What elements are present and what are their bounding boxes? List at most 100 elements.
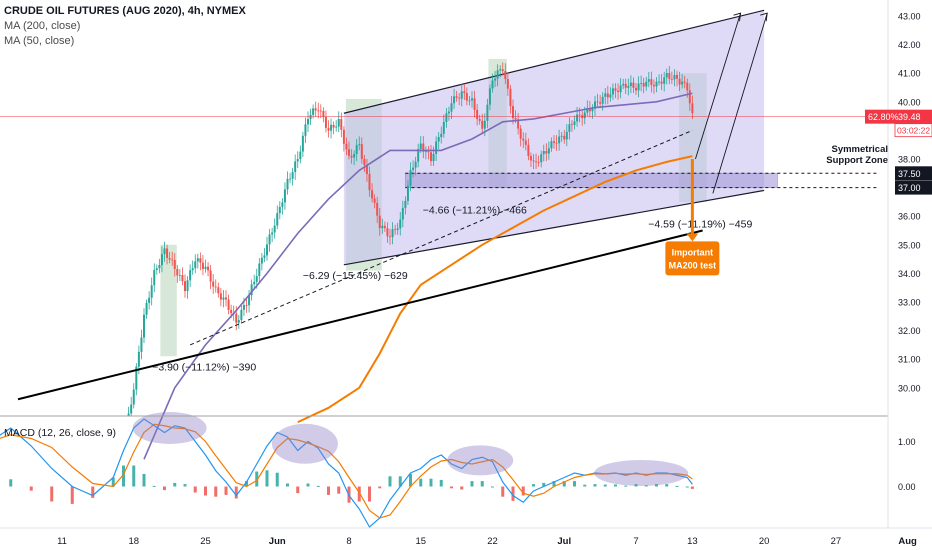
candle-body-232 xyxy=(586,108,589,113)
candle-body-195 xyxy=(491,80,494,89)
candle-body-151 xyxy=(378,215,381,229)
drawings: −3.90 (−11.12%) −390 −6.29 (−15.45%) −629… xyxy=(0,12,888,401)
candle-body-251 xyxy=(635,87,637,91)
candle-body-198 xyxy=(499,69,502,71)
candle-body-95 xyxy=(235,313,238,323)
candle-body-175 xyxy=(440,133,443,138)
candle-body-244 xyxy=(617,90,620,93)
candle-body-180 xyxy=(453,96,456,104)
ma50-line xyxy=(143,92,693,460)
macd-histogram-bar-60 xyxy=(665,484,669,487)
candle-body-221 xyxy=(558,136,561,144)
candle-body-263 xyxy=(665,73,668,78)
projection-arrowhead-1 xyxy=(733,12,742,22)
candle-body-132 xyxy=(330,124,333,131)
candle-body-193 xyxy=(486,104,489,121)
candle-body-187 xyxy=(471,98,473,101)
candle-body-145 xyxy=(363,158,366,166)
candle-body-136 xyxy=(340,119,343,130)
ma200-callout-pointer xyxy=(686,233,699,242)
macd-histogram-bar-30 xyxy=(357,486,361,502)
macd-histogram-bar-11 xyxy=(163,486,166,491)
candle-body-112 xyxy=(278,206,281,214)
candle-body-256 xyxy=(647,79,650,82)
channel-bottom-line xyxy=(343,189,765,266)
candle-body-160 xyxy=(401,207,404,220)
price-tick-7: 36.00 xyxy=(898,212,921,222)
candle-body-163 xyxy=(409,169,412,186)
candle-body-87 xyxy=(214,286,217,288)
candle-body-181 xyxy=(455,96,458,98)
time-tick-6: 22 xyxy=(487,536,498,547)
candle-body-81 xyxy=(199,258,202,263)
macd-histogram-bar-56 xyxy=(624,485,628,487)
ma200-callout-box xyxy=(665,241,720,276)
macd-histogram-bar-44 xyxy=(501,486,505,497)
time-tick-5: 15 xyxy=(415,536,426,547)
macd-histogram-bar-7 xyxy=(122,465,125,487)
macd-top-highlight-2 xyxy=(271,423,338,464)
candle-body-98 xyxy=(242,305,245,310)
candle-body-144 xyxy=(360,144,363,159)
candle-body-134 xyxy=(335,126,338,128)
candle-body-85 xyxy=(209,270,212,282)
candle-body-257 xyxy=(650,79,653,85)
candle-body-265 xyxy=(670,79,673,80)
candle-body-272 xyxy=(688,90,691,104)
candle-body-116 xyxy=(289,178,292,180)
moving-averages xyxy=(143,92,693,460)
candle-body-152 xyxy=(381,225,384,229)
macd-histogram-bar-40 xyxy=(460,486,464,490)
candle-body-86 xyxy=(212,281,215,287)
candle-body-68 xyxy=(166,248,169,258)
last-price-badge xyxy=(865,109,932,124)
time-tick-12: Aug xyxy=(898,536,917,547)
macd-histogram-bar-24 xyxy=(296,486,300,494)
macd-histogram-bar-63 xyxy=(690,486,694,489)
candle-body-82 xyxy=(201,262,204,269)
candle-body-105 xyxy=(260,257,263,264)
countdown-badge xyxy=(894,123,932,138)
candle-body-183 xyxy=(460,91,463,99)
price-tick-3: 40.00 xyxy=(898,97,921,107)
candle-body-215 xyxy=(542,151,545,155)
candle-body-224 xyxy=(565,131,568,140)
candle-body-125 xyxy=(312,108,315,115)
candle-body-262 xyxy=(663,77,666,84)
candle-body-146 xyxy=(365,165,368,175)
candle-body-165 xyxy=(414,161,417,168)
candle-body-90 xyxy=(222,297,225,300)
candle-body-71 xyxy=(173,259,176,269)
candle-body-166 xyxy=(417,149,420,162)
candle-body-131 xyxy=(327,127,330,131)
candle-body-89 xyxy=(219,293,222,300)
candle-body-115 xyxy=(286,178,289,190)
candle-body-200 xyxy=(504,70,507,80)
candle-body-271 xyxy=(686,82,689,91)
rising-channel xyxy=(343,9,878,266)
macd-histogram-bar-23 xyxy=(286,483,289,487)
macd-histogram-bar-50 xyxy=(562,481,566,487)
long-trendline xyxy=(17,229,703,401)
macd-pane: MACD (12, 26, close, 9) xyxy=(0,412,694,528)
macd-histogram-bar-26 xyxy=(316,485,320,487)
candle-body-139 xyxy=(348,149,350,156)
candle-body-154 xyxy=(386,228,389,237)
candle-body-61 xyxy=(148,297,151,304)
macd-histogram-bar-48 xyxy=(542,482,546,487)
candle-body-126 xyxy=(314,108,317,111)
macd-top-highlight-3 xyxy=(447,445,514,476)
candle-body-57 xyxy=(137,351,140,367)
candle-body-123 xyxy=(307,119,309,125)
candle-body-225 xyxy=(568,124,571,132)
macd-histogram-bar-5 xyxy=(91,486,95,498)
candle-body-133 xyxy=(332,124,335,128)
chart-title: CRUDE OIL FUTURES (AUG 2020), 4h, NYMEX xyxy=(4,5,246,17)
macd-histogram-bar-45 xyxy=(511,486,515,501)
countdown-text: 03:02:22 xyxy=(897,126,930,136)
candle-body-186 xyxy=(468,100,471,102)
macd-histogram-bar-54 xyxy=(603,484,607,487)
projection-arrowhead-2 xyxy=(760,12,768,22)
candle-body-176 xyxy=(442,122,445,134)
